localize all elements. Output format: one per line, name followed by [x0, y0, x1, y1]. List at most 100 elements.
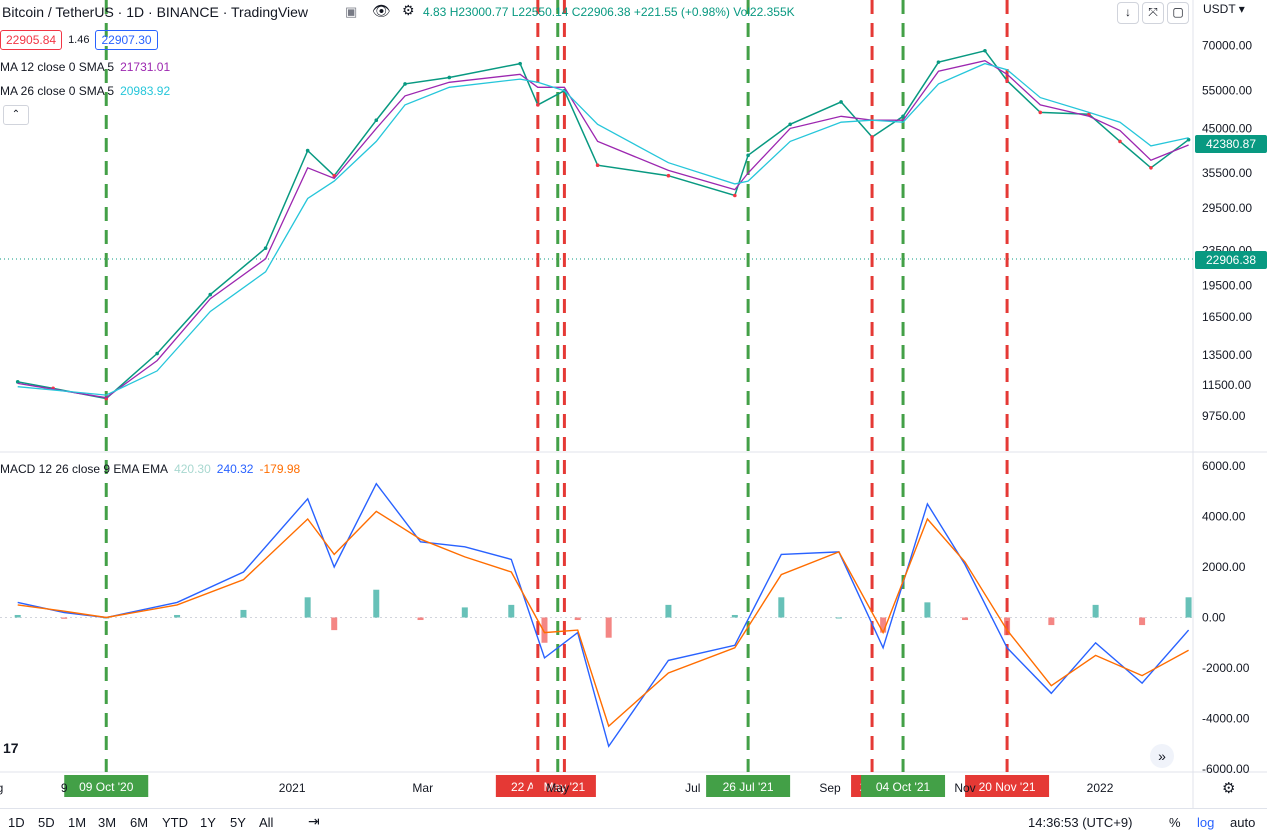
crosshair-price-label: 22906.38 [1195, 251, 1267, 269]
macd-histogram-bar [1139, 617, 1146, 626]
close-point [1118, 139, 1122, 144]
close-point [403, 82, 407, 86]
scroll-to-realtime-icon[interactable]: » [1150, 744, 1174, 768]
macd-tick-label: -2000.00 [1202, 661, 1250, 675]
ma26-value: 20983.92 [120, 84, 171, 98]
close-point [208, 292, 213, 297]
close-point [263, 246, 268, 251]
macd-tick-label: -4000.00 [1202, 712, 1250, 726]
macd-histogram-bar [1185, 597, 1192, 618]
arrow-down-icon[interactable]: ↓ [1117, 2, 1139, 24]
sell-signal-label: 20 Nov '21 [979, 780, 1036, 794]
collapse-legend-button[interactable]: ⌃ [3, 105, 29, 125]
macd-pane [0, 482, 1193, 748]
close-point [595, 163, 600, 168]
ma12-legend[interactable]: MA 12 close 0 SMA 5 21731.01 [0, 60, 170, 74]
macd-histogram-bar [835, 617, 842, 619]
sell-signal-label: May '21 [544, 780, 586, 794]
percent-toggle[interactable]: % [1169, 815, 1181, 830]
grid [0, 0, 1267, 808]
buy-signal-label: 26 Jul '21 [723, 780, 774, 794]
close-point [1087, 112, 1091, 117]
macd-histogram-bar [14, 614, 21, 618]
macd-histogram-bar [778, 597, 785, 618]
close-point [1149, 165, 1153, 170]
timeframe-1d[interactable]: 1D [8, 815, 25, 830]
clock-time[interactable]: 14:36:53 (UTC+9) [1028, 815, 1133, 830]
axis-settings-icon[interactable]: ⚙ [1222, 780, 1236, 797]
tradingview-logo-icon: 17 [3, 740, 19, 756]
settings-icon[interactable]: ⚙ [402, 2, 415, 18]
auto-toggle[interactable]: auto [1230, 815, 1256, 830]
fullscreen-icon[interactable]: ⤧ [1142, 2, 1164, 24]
price-tick-label: 9750.00 [1202, 409, 1246, 423]
macd-histogram-bar [461, 607, 468, 618]
log-toggle[interactable]: log [1197, 815, 1215, 830]
macd-histogram-bar [731, 614, 738, 618]
close-point [155, 351, 159, 356]
series-macd [17, 482, 1190, 748]
close-point [1005, 78, 1009, 83]
macd-histogram-bar [665, 604, 672, 618]
macd-histogram-bar [1092, 604, 1099, 618]
bookmark-icon[interactable]: ▣ [345, 4, 358, 19]
price-tick-label: 11500.00 [1202, 378, 1251, 392]
bottom-toolbar: 1D 5D 1M 3M 6M YTD 1Y 5Y All ⇥ 14:36:53 (UTC+9) … [0, 808, 1267, 833]
axes: 70000.00 55000.00 45000.00 35500.00 29500.00… [0, 38, 1252, 795]
macd-histogram-bar [880, 617, 887, 633]
symbol-title[interactable]: Bitcoin / TetherUS · 1D · BINANCE · Trad… [2, 4, 309, 20]
close-point [305, 148, 310, 153]
macd-histogram-bar [174, 614, 181, 618]
macd-histogram-bar [1004, 617, 1011, 636]
macd-legend[interactable]: MACD 12 26 close 9 EMA EMA 420.30 240.32… [0, 462, 300, 476]
price-tick-label: 45000.00 [1202, 121, 1252, 135]
time-tick-label: Nov [954, 781, 975, 795]
macd-histogram-bar [605, 617, 612, 638]
buy-signal-label: 04 Oct '21 [876, 780, 931, 794]
price-tick-label: 13500.00 [1202, 348, 1252, 362]
macd-signal-value: -179.98 [259, 462, 301, 476]
macd-histogram-bar [924, 602, 931, 618]
time-tick-label: 9 [61, 781, 68, 795]
timeframe-ytd[interactable]: YTD [162, 815, 188, 830]
timeframe-1y[interactable]: 1Y [200, 815, 216, 830]
close-point [666, 173, 671, 178]
buy-price[interactable]: 22907.30 [95, 30, 158, 50]
close-point [788, 122, 792, 127]
snapshot-icon[interactable]: ▢ [1167, 2, 1189, 24]
timeframe-all[interactable]: All [259, 815, 274, 830]
timeframe-5d[interactable]: 5D [38, 815, 55, 830]
ma26-legend[interactable]: MA 26 close 0 SMA 5 20983.92 [0, 84, 170, 98]
ma12-label: MA 12 close 0 SMA 5 [0, 60, 115, 74]
sell-signal-badge [965, 775, 1050, 797]
time-tick-label: 2022 [1087, 781, 1114, 795]
currency-label: USDT [1203, 2, 1236, 16]
close-point [374, 118, 379, 123]
macd-histogram-bar [240, 609, 247, 618]
macd-tick-label: 4000.00 [1202, 510, 1246, 524]
macd-histogram-bar [508, 604, 515, 618]
macd-tick-label: 0.00 [1202, 611, 1226, 625]
timeframe-3m[interactable]: 3M [98, 815, 117, 830]
timeframe-1m[interactable]: 1M [68, 815, 87, 830]
timeframe-6m[interactable]: 6M [130, 815, 149, 830]
macd-hist-value: 420.30 [174, 462, 211, 476]
price-tick-label: 16500.00 [1202, 310, 1252, 324]
close-point [536, 103, 540, 107]
close-point [447, 75, 452, 80]
currency-selector[interactable]: USDT ▾ [1203, 2, 1245, 16]
close-point [746, 153, 750, 158]
sell-price[interactable]: 22905.84 [0, 30, 63, 50]
eye-icon[interactable]: 👁 [372, 3, 392, 20]
macd-histogram-bar [373, 589, 380, 618]
series-ma-26 [17, 62, 1189, 396]
date-range-icon[interactable]: ⇥ [308, 813, 320, 829]
price-tick-label: 35500.00 [1202, 166, 1252, 180]
timeframe-5y[interactable]: 5Y [230, 815, 246, 830]
buy-signal-badge [64, 775, 149, 797]
price-tick-label: 55000.00 [1202, 84, 1252, 98]
buy-signal-badge [706, 775, 791, 797]
macd-histogram-bar [574, 617, 581, 621]
price-tick-label: 19500.00 [1202, 279, 1252, 293]
